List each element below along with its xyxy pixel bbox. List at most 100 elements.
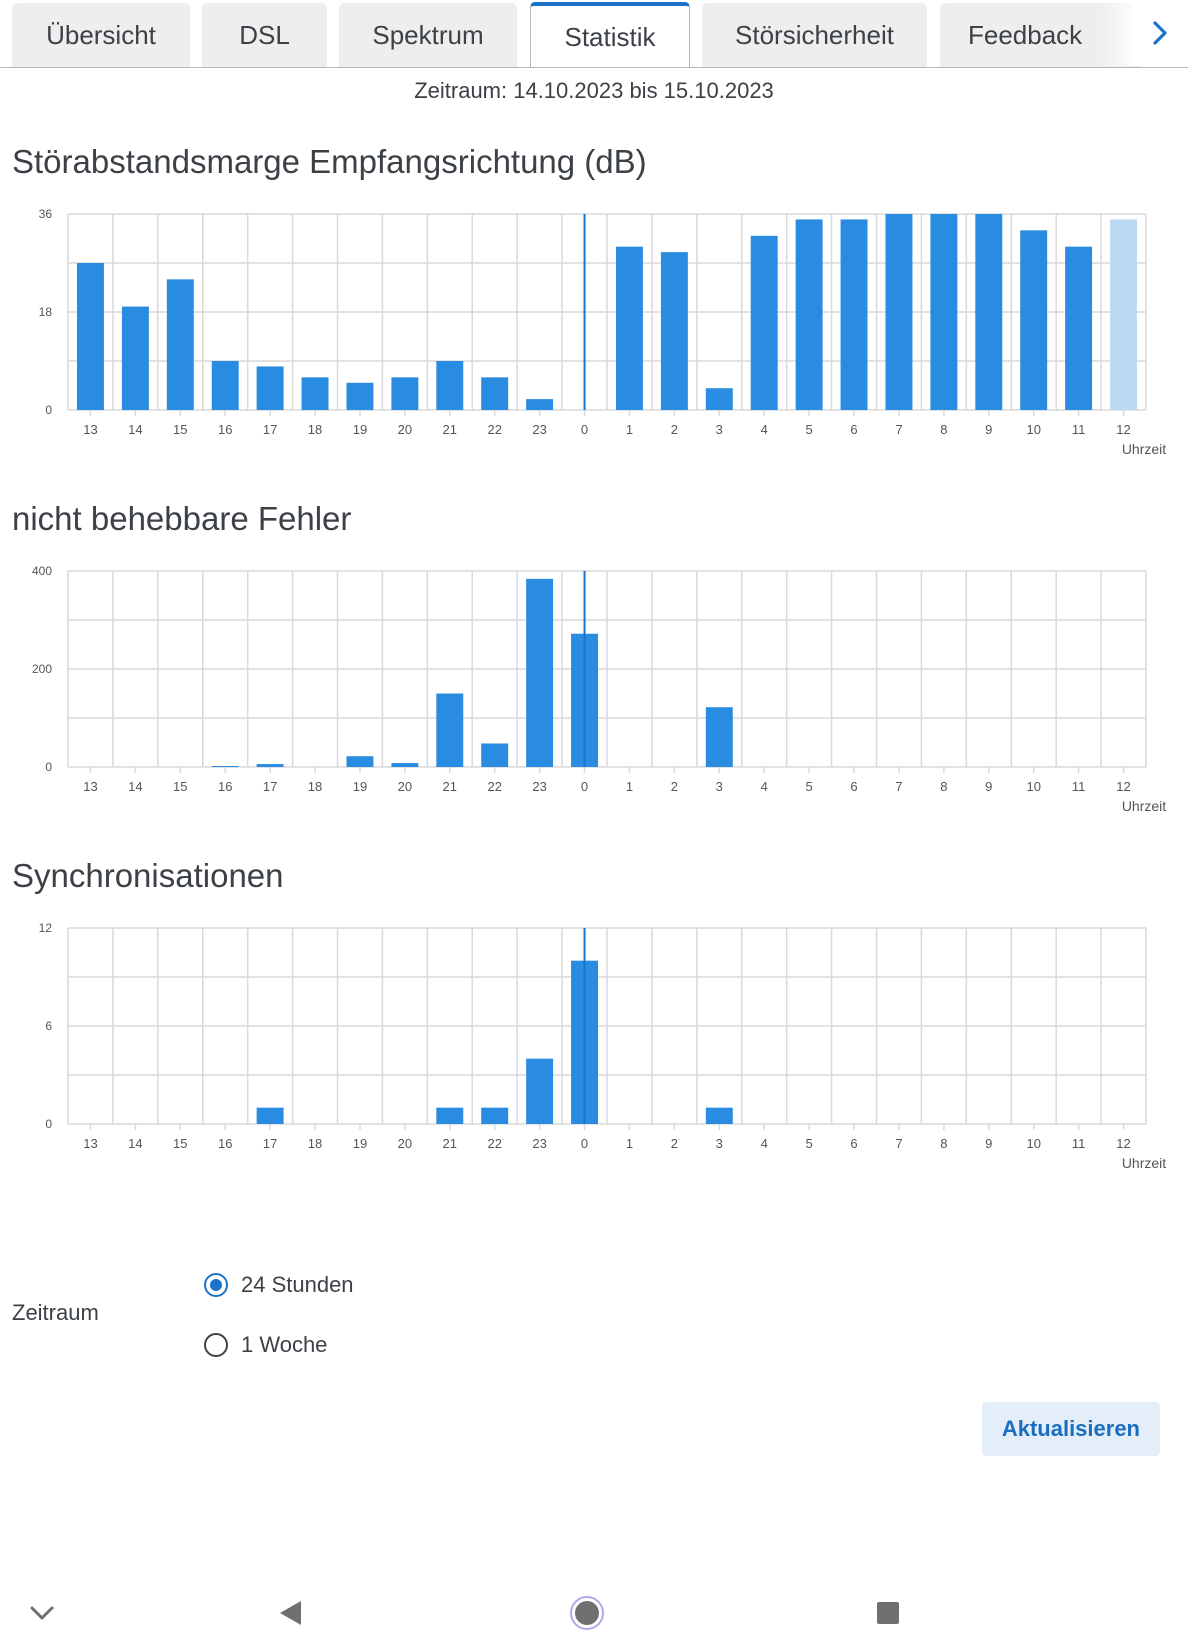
x-tick-label: 17 bbox=[263, 779, 277, 794]
x-tick-label: 9 bbox=[985, 1136, 992, 1151]
x-tick-label: 22 bbox=[487, 779, 501, 794]
x-tick-label: 6 bbox=[850, 1136, 857, 1151]
bar[interactable] bbox=[526, 1058, 554, 1124]
nav-recents-button[interactable] bbox=[868, 1580, 908, 1646]
y-tick-label: 400 bbox=[32, 564, 52, 578]
bar[interactable] bbox=[885, 214, 913, 410]
x-tick-label: 15 bbox=[173, 779, 187, 794]
x-tick-label: 15 bbox=[173, 1136, 187, 1151]
x-tick-label: 20 bbox=[398, 1136, 412, 1151]
bar[interactable] bbox=[930, 214, 958, 410]
x-tick-label: 6 bbox=[850, 422, 857, 437]
bar[interactable] bbox=[256, 764, 284, 767]
chart-title-snr: Störabstandsmarge Empfangsrichtung (dB) bbox=[12, 143, 647, 180]
x-tick-label: 2 bbox=[671, 779, 678, 794]
bar[interactable] bbox=[391, 377, 419, 410]
bar[interactable] bbox=[121, 306, 149, 410]
x-tick-label: 16 bbox=[218, 1136, 232, 1151]
chart-sync: 0 6 12 13 14 15 16 17 18 19 20 21 22 23 0 1 2 3 4 5 6 7 8 9 10 11… bbox=[0, 914, 1188, 1184]
tab-scroll-right[interactable] bbox=[1132, 0, 1188, 66]
tab-statistics[interactable]: Statistik bbox=[530, 2, 690, 67]
bar[interactable] bbox=[615, 246, 643, 410]
tab-spectrum[interactable]: Spektrum bbox=[339, 3, 517, 67]
x-tick-label: 13 bbox=[83, 1136, 97, 1151]
x-tick-label: 7 bbox=[895, 1136, 902, 1151]
period-text: Zeitraum: 14.10.2023 bis 15.10.2023 bbox=[414, 78, 774, 103]
x-tick-label: 23 bbox=[532, 1136, 546, 1151]
y-tick-label: 36 bbox=[39, 207, 53, 221]
bar[interactable] bbox=[660, 252, 688, 410]
radio-1week[interactable]: 1 Woche bbox=[204, 1332, 327, 1358]
x-tick-label: 18 bbox=[308, 1136, 322, 1151]
x-tick-label: 1 bbox=[626, 422, 633, 437]
x-tick-label: 7 bbox=[895, 779, 902, 794]
bar[interactable] bbox=[705, 1107, 733, 1124]
y-tick-label: 0 bbox=[45, 760, 52, 774]
x-tick-label: 20 bbox=[398, 422, 412, 437]
x-tick-label: 16 bbox=[218, 422, 232, 437]
bar[interactable] bbox=[256, 366, 284, 410]
radio-circle[interactable] bbox=[204, 1273, 228, 1297]
chart-snr: 0 18 36 13 14 15 16 17 18 19 20 21 22 23 0 1 2 3 4 5 6 7 8 9 10 1… bbox=[0, 200, 1188, 470]
x-tick-label: 0 bbox=[581, 422, 588, 437]
nav-home-button[interactable] bbox=[567, 1580, 607, 1646]
bar[interactable] bbox=[750, 235, 778, 410]
bar[interactable] bbox=[705, 707, 733, 767]
bar[interactable] bbox=[436, 361, 464, 410]
radio-24h-label: 24 Stunden bbox=[241, 1272, 354, 1297]
radio-24h[interactable]: 24 Stunden bbox=[204, 1272, 354, 1298]
bar[interactable] bbox=[840, 219, 868, 410]
tab-bar: Übersicht DSL Spektrum Statistik Störsic… bbox=[0, 0, 1188, 68]
x-tick-label: 9 bbox=[985, 779, 992, 794]
bar[interactable] bbox=[1065, 246, 1093, 410]
chevron-right-icon bbox=[1153, 21, 1167, 45]
x-tick-label: 4 bbox=[761, 779, 768, 794]
refresh-button[interactable]: Aktualisieren bbox=[981, 1402, 1160, 1456]
bar[interactable] bbox=[481, 1107, 509, 1124]
bar[interactable] bbox=[481, 377, 509, 410]
bar[interactable] bbox=[975, 214, 1003, 410]
x-tick-label: 21 bbox=[443, 422, 457, 437]
bar[interactable] bbox=[436, 693, 464, 768]
x-tick-label: 17 bbox=[263, 1136, 277, 1151]
bar[interactable] bbox=[76, 263, 104, 410]
grid bbox=[67, 570, 1147, 773]
tab-dsl[interactable]: DSL bbox=[202, 3, 327, 67]
tab-interference[interactable]: Störsicherheit bbox=[702, 3, 927, 67]
bar[interactable] bbox=[1020, 230, 1048, 410]
bar[interactable] bbox=[481, 743, 509, 767]
x-tick-label: 4 bbox=[761, 422, 768, 437]
x-axis-label: Uhrzeit bbox=[1122, 441, 1166, 457]
bar[interactable] bbox=[391, 763, 419, 767]
bar[interactable] bbox=[166, 279, 194, 410]
bar[interactable] bbox=[211, 361, 239, 410]
bar[interactable] bbox=[346, 756, 374, 767]
x-tick-label: 4 bbox=[761, 1136, 768, 1151]
x-tick-label: 19 bbox=[353, 1136, 367, 1151]
radio-1week-label: 1 Woche bbox=[241, 1332, 328, 1357]
bar[interactable] bbox=[795, 219, 823, 410]
bar[interactable] bbox=[346, 382, 374, 410]
x-tick-label: 18 bbox=[308, 422, 322, 437]
bar[interactable] bbox=[256, 1107, 284, 1124]
x-tick-label: 3 bbox=[716, 1136, 723, 1151]
radio-circle[interactable] bbox=[204, 1333, 228, 1357]
tab-overview[interactable]: Übersicht bbox=[12, 3, 190, 67]
radio-dot bbox=[210, 1279, 222, 1291]
bar[interactable] bbox=[436, 1107, 464, 1124]
x-tick-label: 11 bbox=[1072, 422, 1086, 437]
nav-hide-button[interactable] bbox=[22, 1580, 62, 1646]
bar[interactable] bbox=[526, 399, 554, 410]
x-tick-label: 11 bbox=[1072, 779, 1086, 794]
recents-square-icon bbox=[877, 1602, 899, 1624]
x-tick-label: 12 bbox=[1116, 1136, 1130, 1151]
bar[interactable] bbox=[1110, 219, 1138, 410]
bar[interactable] bbox=[301, 377, 329, 410]
bar[interactable] bbox=[705, 388, 733, 410]
nav-back-button[interactable] bbox=[270, 1580, 310, 1646]
bar[interactable] bbox=[211, 766, 239, 768]
bar[interactable] bbox=[526, 578, 554, 767]
x-tick-label: 5 bbox=[806, 1136, 813, 1151]
